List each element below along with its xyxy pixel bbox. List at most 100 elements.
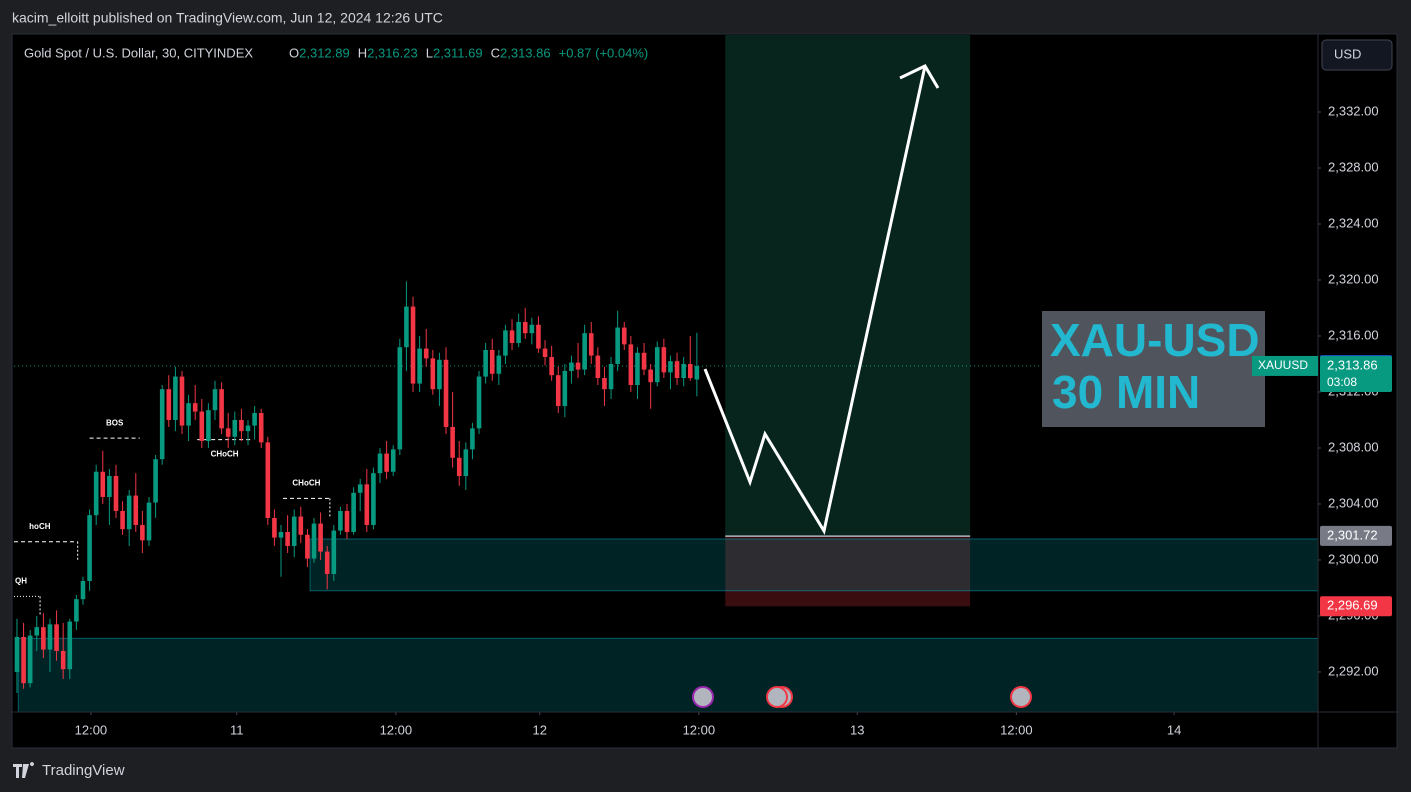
candle-body — [140, 524, 145, 541]
candle-body — [595, 355, 601, 378]
y-tick-label: 2,324.00 — [1328, 215, 1379, 230]
candle-body — [529, 324, 535, 334]
candle-body — [694, 365, 700, 380]
last-price-badge — [1320, 355, 1392, 392]
candle-body — [192, 403, 198, 412]
candle-body — [423, 348, 429, 359]
last-price-label: 2,313.86 — [1327, 357, 1378, 372]
x-tick-label: 12:00 — [683, 722, 716, 737]
publisher: kacim_elloitt published on TradingView.c… — [12, 10, 443, 26]
candle-body — [126, 495, 132, 530]
event-icon — [692, 686, 714, 708]
candle-body — [93, 471, 99, 516]
structure-label: QH — [15, 576, 27, 585]
event-icon — [1010, 686, 1032, 708]
target-zone — [725, 35, 971, 536]
candle-body — [258, 412, 264, 443]
demand-zone — [309, 538, 1319, 592]
candle-body — [483, 349, 488, 377]
candle-body — [291, 516, 297, 546]
candle-body — [654, 347, 660, 383]
candle-body — [186, 403, 191, 426]
candle-body — [536, 324, 541, 349]
candle-body — [661, 347, 667, 373]
candle-body — [199, 411, 205, 441]
x-tick-label: 11 — [230, 722, 244, 737]
candle-body — [21, 636, 26, 684]
candle-body — [173, 376, 178, 420]
candle-body — [397, 347, 403, 450]
candle-body — [278, 531, 284, 538]
x-tick-label: 14 — [1167, 722, 1181, 737]
candle-body — [27, 635, 33, 684]
candle-body — [489, 349, 495, 374]
candle-body — [146, 502, 152, 541]
currency[interactable]: USD — [1334, 46, 1361, 61]
y-tick-label: 2,320.00 — [1328, 271, 1379, 286]
candle-body — [674, 361, 680, 378]
candle-body — [179, 376, 185, 426]
candle-body — [463, 449, 469, 476]
legend-value: 2,316.23 — [367, 45, 418, 60]
candle-body — [364, 484, 370, 525]
brand-name: TradingView — [42, 762, 125, 779]
candle-body — [305, 534, 310, 559]
candle-body — [87, 515, 92, 581]
candle-body — [417, 348, 422, 384]
candle-body — [569, 362, 574, 371]
projection-arrow — [703, 65, 927, 535]
legend-value: 2,312.89 — [299, 45, 350, 60]
candle-body — [522, 321, 528, 334]
candle-body — [404, 306, 409, 348]
candle-body — [344, 510, 350, 532]
candle-body — [14, 636, 20, 672]
candle-body — [628, 344, 634, 385]
candle-body — [338, 510, 343, 531]
candle-body — [113, 475, 119, 511]
y-tick-label: 2,328.00 — [1328, 159, 1379, 174]
symbol-badge-label: XAUUSD — [1258, 358, 1308, 372]
x-tick-label: 13 — [850, 722, 864, 737]
annotation-line: 30 MIN — [1052, 366, 1200, 418]
candle-body — [377, 453, 383, 474]
stop-badge-label: 2,296.69 — [1327, 598, 1378, 613]
candle-body — [384, 453, 389, 472]
brand: TradingView — [13, 762, 125, 779]
demand-zone — [17, 637, 1319, 713]
candle-body — [470, 428, 475, 450]
y-tick-label: 2,308.00 — [1328, 439, 1379, 454]
candle-body — [503, 330, 508, 356]
x-tick-label: 12:00 — [380, 722, 413, 737]
candle-body — [575, 362, 581, 370]
candle-body — [443, 359, 449, 427]
candle-body — [437, 359, 442, 390]
candle-body — [100, 471, 106, 497]
candle-body — [621, 327, 627, 345]
candle-body — [602, 377, 607, 390]
candle-body — [496, 355, 502, 374]
structure-label: hoCH — [29, 522, 51, 531]
candle-body — [456, 457, 462, 476]
legend-key: C — [491, 45, 500, 60]
candle-body — [60, 650, 66, 670]
candle-body — [648, 369, 653, 383]
y-tick-label: 2,332.00 — [1328, 103, 1379, 118]
plot: hoCH QH BOS CHoCH CHoCH — [14, 35, 1319, 713]
price-axis: 12:00 11 12:00 12 12:00 13 12:00 14 2,332.00 2,32… — [12, 34, 1397, 748]
candle-body — [668, 361, 673, 373]
structure-label: CHoCH — [211, 450, 239, 459]
candle-body — [582, 333, 587, 370]
candle-body — [219, 389, 224, 429]
candle-body — [331, 530, 337, 574]
candle-body — [351, 492, 356, 532]
candle-body — [608, 363, 614, 390]
candle-body — [232, 419, 238, 437]
candle-body — [588, 333, 594, 356]
candle-body — [166, 389, 172, 420]
currency-button[interactable] — [1321, 39, 1393, 71]
candle-body — [615, 327, 620, 364]
candle-body — [206, 410, 211, 441]
structure-label: BOS — [106, 418, 124, 427]
symbol-badge — [1252, 355, 1318, 376]
candle-body — [542, 348, 548, 357]
